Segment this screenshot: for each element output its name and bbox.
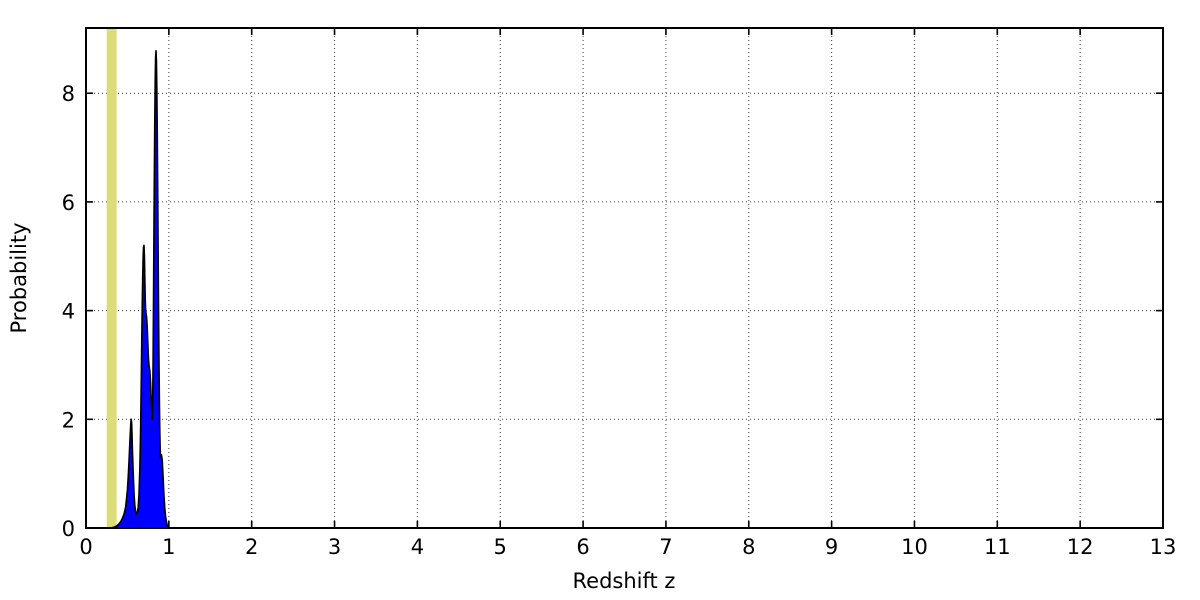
x-axis-title: Redshift z: [573, 569, 676, 593]
x-tick-label: 10: [901, 535, 928, 559]
annotation-bands: [106, 28, 117, 528]
y-tick-label: 0: [62, 517, 75, 541]
y-axis-ticks: [86, 92, 1163, 529]
x-tick-label: 7: [659, 535, 672, 559]
x-tick-label: 8: [742, 535, 755, 559]
x-tick-label: 4: [411, 535, 424, 559]
x-axis-ticks: [85, 28, 1164, 528]
x-tick-label: 3: [328, 535, 341, 559]
x-tick-label: 12: [1067, 535, 1094, 559]
y-tick-label: 4: [62, 300, 75, 324]
data-series-layer: [86, 50, 1163, 529]
y-axis-tick-labels: 0 2 4 6 8: [62, 82, 75, 541]
y-tick-label: 6: [62, 191, 75, 215]
series-outline-0: [86, 50, 1163, 529]
x-tick-label: 5: [494, 535, 507, 559]
y-tick-label: 8: [62, 82, 75, 106]
plot-frame-border: [85, 27, 1164, 529]
x-tick-label: 0: [79, 535, 92, 559]
x-tick-label: 1: [162, 535, 175, 559]
plot-area-background: [86, 28, 1163, 528]
x-axis-tick-labels: 0 1 2 3 4 5 6 7 8 9 10 11 12 13: [79, 535, 1176, 559]
x-tick-label: 6: [576, 535, 589, 559]
y-tick-label: 2: [62, 408, 75, 432]
x-tick-label: 11: [984, 535, 1011, 559]
x-gridlines: [168, 28, 1081, 528]
x-tick-label: 2: [245, 535, 258, 559]
spectroscopic-redshift-band: [106, 28, 117, 528]
y-axis-title: Probability: [7, 222, 31, 333]
x-tick-label: 9: [825, 535, 838, 559]
x-tick-label: 13: [1150, 535, 1177, 559]
